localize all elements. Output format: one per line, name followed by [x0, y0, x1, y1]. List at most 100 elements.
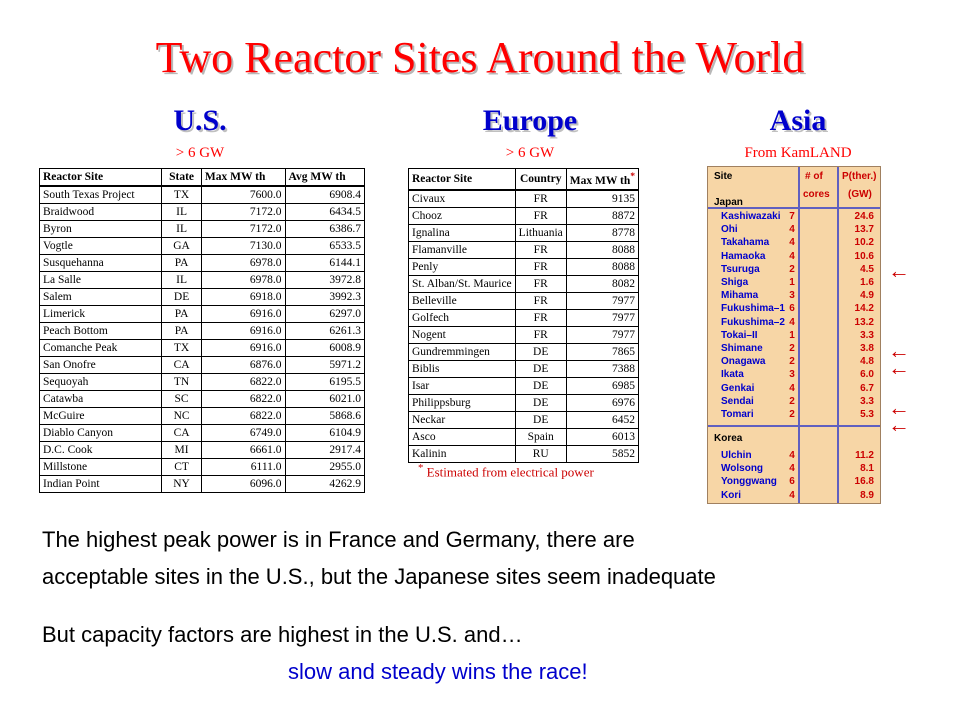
asia-core-count: 1	[789, 329, 795, 341]
table-cell: La Salle	[38, 271, 163, 289]
table-cell: SC	[161, 390, 202, 408]
us-subheading: > 6 GW	[120, 145, 280, 162]
table-cell: RU	[514, 444, 567, 463]
table-cell: 8088	[565, 240, 640, 259]
asia-header-cores-2: cores	[803, 189, 830, 200]
table-cell: 6452	[565, 410, 640, 429]
table-row: Neckar DE 6452	[408, 410, 640, 429]
asia-site-name: Fukushima–2	[721, 316, 785, 328]
asia-site-name: Sendai	[721, 395, 754, 407]
table-row: Chooz FR 8872	[408, 206, 640, 225]
table-cell: DE	[161, 288, 202, 306]
table-row: McGuire NC 6822.0 5868.6	[38, 407, 366, 425]
table-cell: PA	[161, 305, 202, 323]
table-cell: 6876.0	[200, 356, 286, 374]
us-column-header: Max MW th	[200, 168, 286, 187]
left-arrow-icon: ←	[888, 395, 910, 420]
asia-site-name: Tokai–II	[721, 329, 758, 341]
us-header-row: Reactor Site State Max MW th Avg MW th	[38, 168, 366, 187]
asia-core-count: 2	[789, 356, 795, 368]
asia-header-p-1: P(ther.)	[842, 171, 877, 182]
asia-site-name: Ohi	[721, 224, 738, 236]
table-row: Isar DE 6985	[408, 376, 640, 395]
table-cell: Nogent	[408, 325, 516, 344]
table-cell: 6978.0	[200, 254, 286, 272]
asia-thermal-power: 4.9	[860, 290, 874, 302]
table-cell: 6386.7	[284, 220, 366, 238]
table-cell: 5971.2	[284, 356, 366, 374]
table-cell: Civaux	[408, 189, 516, 208]
table-cell: 6822.0	[200, 373, 286, 391]
table-cell: Catawba	[38, 390, 163, 408]
table-cell: PA	[161, 322, 202, 340]
table-cell: TN	[161, 373, 202, 391]
table-row: St. Alban/St. Maurice FR 8082	[408, 274, 640, 293]
table-cell: 6749.0	[200, 424, 286, 442]
table-row: Limerick PA 6916.0 6297.0	[38, 305, 366, 323]
table-cell: Asco	[408, 427, 516, 446]
asia-heading: Asia	[769, 104, 827, 137]
table-cell: 7977	[565, 325, 640, 344]
table-cell: 8082	[565, 274, 640, 293]
table-cell: McGuire	[38, 407, 163, 425]
table-row: Comanche Peak TX 6916.0 6008.9	[38, 339, 366, 357]
asia-header-cores-1: # of	[805, 171, 823, 182]
us-column-header: State	[161, 168, 202, 187]
europe-column-header: Country	[514, 167, 567, 191]
asia-core-count: 3	[789, 369, 795, 381]
table-cell: Flamanville	[408, 240, 516, 259]
table-cell: IL	[161, 203, 202, 221]
asia-thermal-power: 4.8	[860, 356, 874, 368]
estimate-star: *	[630, 171, 636, 182]
asia-core-count: 2	[789, 409, 795, 420]
table-cell: Peach Bottom	[38, 322, 163, 340]
table-cell: 9135	[565, 189, 640, 208]
asia-core-count: 6	[789, 303, 795, 315]
asia-core-count: 4	[789, 224, 795, 236]
table-row: Indian Point NY 6096.0 4262.9	[38, 475, 366, 493]
asia-site-name: Mihama	[721, 290, 759, 302]
table-cell: St. Alban/St. Maurice	[408, 274, 516, 293]
table-cell: 6533.5	[284, 237, 366, 255]
table-row: San Onofre CA 6876.0 5971.2	[38, 356, 366, 374]
table-cell: DE	[514, 359, 567, 378]
table-row: Gundremmingen DE 7865	[408, 342, 640, 361]
asia-thermal-power: 24.6	[854, 211, 874, 222]
table-cell: 6021.0	[284, 390, 366, 408]
asia-site-name: Shimane	[721, 343, 763, 354]
table-row: Diablo Canyon CA 6749.0 6104.9	[38, 424, 366, 442]
table-cell: 6434.5	[284, 203, 366, 221]
table-cell: NC	[161, 407, 202, 425]
table-cell: 6008.9	[284, 339, 366, 357]
left-arrow-icon: ←	[888, 258, 910, 283]
asia-thermal-power: 1.6	[860, 277, 874, 288]
table-row: Golfech FR 7977	[408, 308, 640, 327]
asia-thermal-power: 4.5	[860, 263, 874, 275]
table-cell: Vogtle	[38, 237, 163, 255]
asia-thermal-power: 10.2	[854, 237, 874, 249]
asia-subheading: From KamLAND	[744, 145, 852, 161]
table-cell: 6661.0	[200, 441, 286, 459]
table-cell: 6096.0	[200, 475, 286, 493]
table-row: Byron IL 7172.0 6386.7	[38, 220, 366, 238]
asia-site-name: Hamaoka	[721, 250, 766, 262]
table-cell: DE	[514, 393, 567, 412]
body-line-1: The highest peak power is in France and …	[42, 527, 635, 552]
table-row: Ignalina Lithuania 8778	[408, 223, 640, 242]
table-cell: Sequoyah	[38, 373, 163, 391]
europe-column-header-label: Reactor Site	[412, 172, 473, 185]
asia-thermal-power: 16.8	[854, 476, 874, 488]
asia-site-name: Tsuruga	[721, 263, 760, 275]
table-cell: PA	[161, 254, 202, 272]
table-cell: FR	[514, 189, 567, 208]
table-cell: DE	[514, 376, 567, 395]
asia-core-count: 1	[789, 277, 795, 288]
table-cell: 7865	[565, 342, 640, 361]
asia-reactor-table: Site # of cores P(ther.) (GW) Japan Kore…	[707, 166, 881, 504]
asia-core-count: 7	[789, 211, 795, 222]
table-cell: 2917.4	[284, 441, 366, 459]
table-row: Peach Bottom PA 6916.0 6261.3	[38, 322, 366, 340]
table-cell: DE	[514, 410, 567, 429]
asia-thermal-power: 13.2	[854, 316, 874, 328]
table-cell: 6916.0	[200, 339, 286, 357]
